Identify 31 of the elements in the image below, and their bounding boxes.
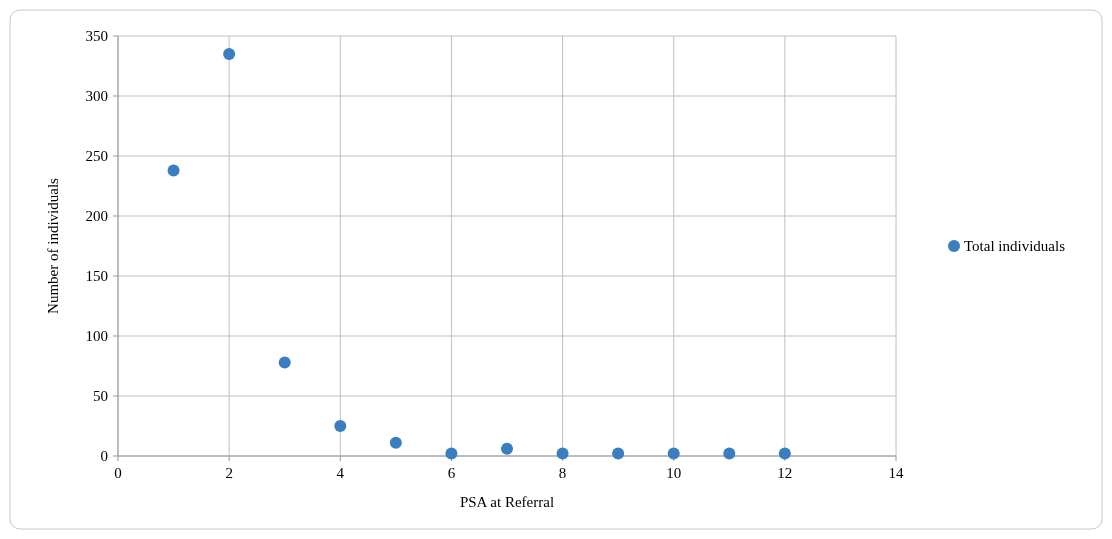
- y-tick-label: 100: [85, 328, 108, 345]
- x-tick-label: 14: [888, 465, 904, 481]
- x-axis-title: PSA at Referral: [459, 494, 555, 510]
- x-tick-label: 4: [336, 465, 345, 481]
- point: [167, 164, 180, 177]
- y-tick-label: 250: [85, 148, 108, 165]
- point: [612, 447, 625, 460]
- point: [445, 447, 458, 460]
- y-tick-label: 50: [93, 388, 108, 405]
- x-tick-label: 6: [447, 465, 456, 481]
- x-tick-label: 0: [114, 465, 122, 481]
- x-tick-label: 8: [558, 465, 567, 481]
- y-tick-label: 0: [100, 448, 108, 465]
- x-tick-label: 2: [225, 465, 233, 481]
- y-tick-label: 350: [85, 28, 108, 45]
- point: [278, 356, 291, 369]
- y-tick-label: 200: [85, 208, 108, 225]
- x-tick-label: 12: [777, 465, 793, 481]
- point: [556, 447, 569, 460]
- point: [723, 447, 736, 460]
- point: [223, 48, 236, 60]
- point: [501, 442, 513, 455]
- x-tick-label: 10: [666, 465, 682, 481]
- point: [778, 447, 791, 460]
- legend-label: Total individuals: [964, 238, 1066, 255]
- y-axis-title: Number of individuals: [45, 177, 61, 314]
- point: [334, 420, 347, 432]
- point: [389, 436, 402, 449]
- y-tick-label: 300: [85, 88, 108, 105]
- y-tick-label: 150: [85, 268, 108, 285]
- point: [667, 447, 680, 460]
